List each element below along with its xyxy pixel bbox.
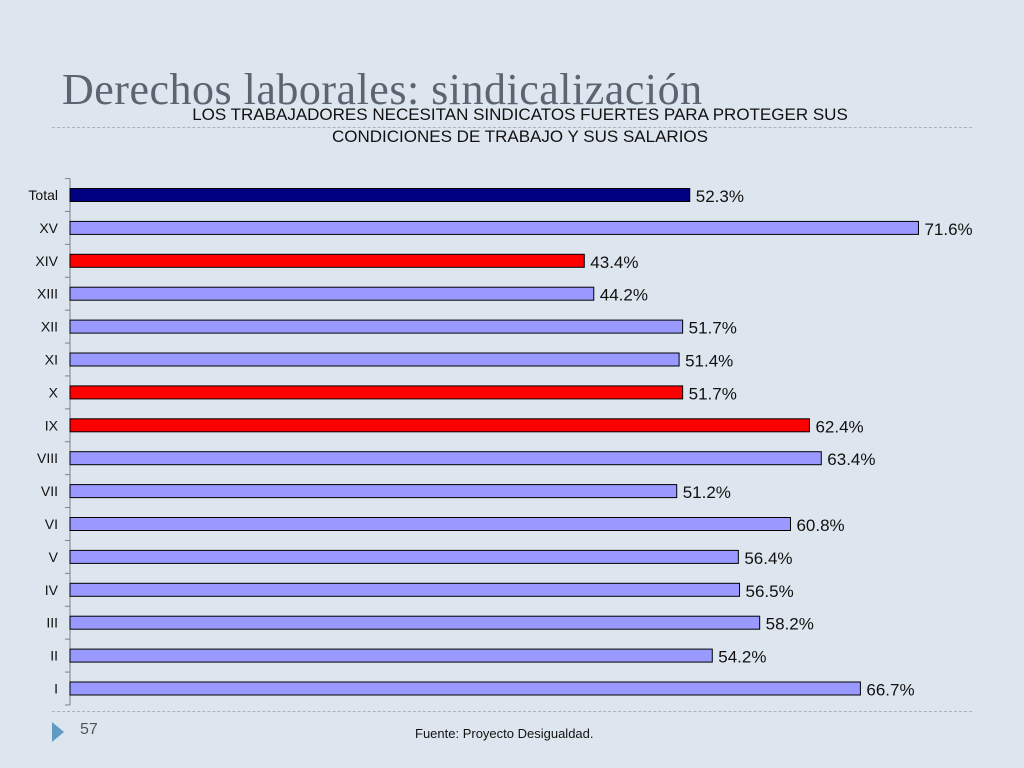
bar: [69, 286, 595, 301]
data-label: 71.6%: [924, 220, 972, 239]
bar: [69, 517, 791, 531]
bar: [69, 582, 741, 597]
data-label: 51.4%: [685, 352, 733, 371]
bar: [69, 549, 739, 564]
y-tick-label: XIII: [37, 286, 58, 302]
data-label: 60.8%: [796, 516, 844, 535]
bar: [69, 648, 713, 663]
y-tick-label: XII: [41, 319, 58, 335]
bar: [69, 319, 684, 334]
page-number: 57: [80, 721, 98, 738]
y-tick-label: I: [54, 681, 58, 697]
bar: [69, 615, 761, 630]
source-note: Fuente: Proyecto Desigualdad.: [415, 726, 594, 741]
y-tick-label: X: [49, 384, 59, 400]
y-tick-label: III: [46, 615, 58, 631]
bar: [69, 484, 678, 499]
data-label: 58.2%: [766, 615, 814, 634]
bar: [69, 220, 919, 235]
y-tick-label: VI: [45, 516, 58, 532]
y-tick-label: V: [49, 549, 59, 565]
bar: [69, 352, 680, 367]
y-tick-label: XIV: [35, 253, 58, 269]
bar: [69, 385, 684, 400]
data-label: 44.2%: [600, 286, 648, 305]
data-label: 51.7%: [689, 319, 737, 338]
bar: [69, 681, 861, 696]
nav-arrow-icon: [52, 722, 64, 742]
data-label: 56.4%: [744, 549, 792, 568]
data-label: 66.7%: [866, 681, 914, 700]
y-tick-label: II: [50, 648, 58, 664]
bar: [69, 418, 810, 433]
data-label: 56.5%: [746, 582, 794, 601]
data-label: 51.2%: [683, 483, 731, 502]
data-label: 63.4%: [827, 450, 875, 469]
data-label: 51.7%: [689, 384, 737, 403]
y-tick-label: XI: [45, 352, 58, 368]
data-label: 43.4%: [590, 253, 638, 272]
slide-title: Derechos laborales: sindicalización: [62, 65, 703, 114]
y-tick-label: Total: [28, 187, 58, 203]
data-label: 54.2%: [718, 648, 766, 667]
y-tick-label: IX: [45, 417, 59, 433]
title-divider: [52, 127, 972, 128]
data-label: 62.4%: [815, 417, 863, 436]
bar: [69, 451, 822, 466]
chart-title: LOS TRABAJADORES NECESITAN SINDICATOS FU…: [192, 105, 848, 146]
y-tick-label: VIII: [37, 450, 58, 466]
y-tick-label: XV: [39, 220, 58, 236]
y-tick-label: IV: [45, 582, 59, 598]
bar: [69, 253, 585, 268]
data-label: 52.3%: [696, 187, 744, 206]
footer-divider: [52, 711, 972, 712]
y-tick-label: VII: [41, 483, 58, 499]
bar: [69, 188, 691, 202]
